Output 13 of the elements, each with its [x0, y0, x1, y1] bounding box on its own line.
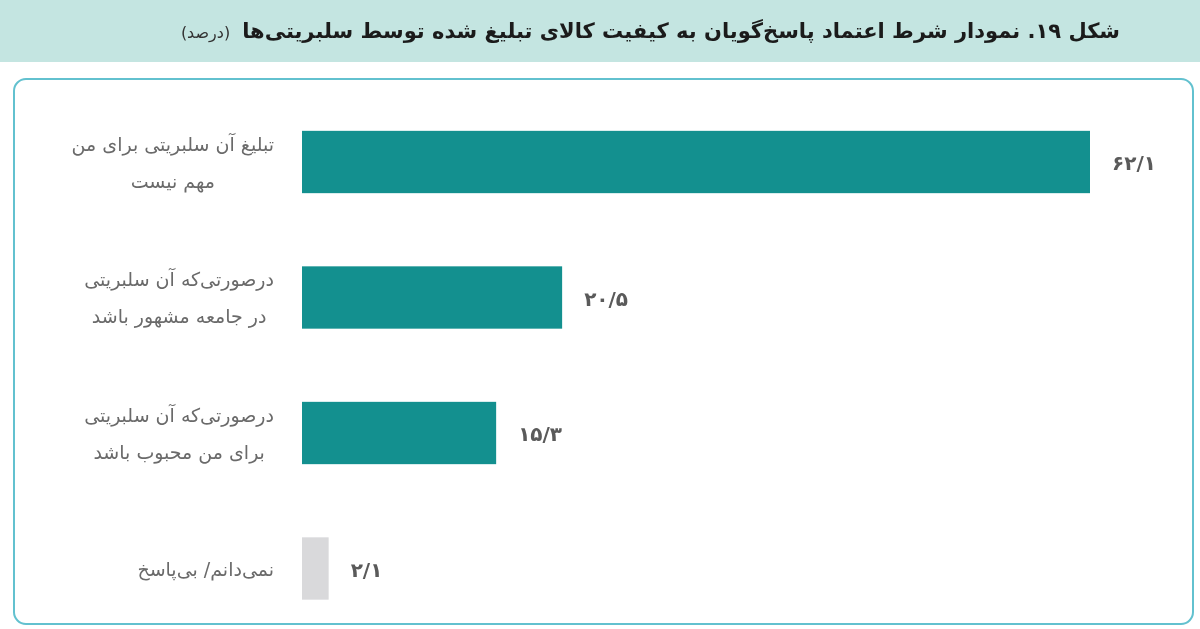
value-label: ۲۰/۵: [584, 286, 629, 311]
category-label: در جامعه مشهور باشد: [91, 305, 267, 327]
value-label: ۶۲/۱: [1112, 151, 1156, 175]
value-label: ۱۵/۳: [518, 422, 563, 446]
category-label: مهم نیست: [130, 169, 215, 192]
title: شکل ۱۹. نمودار شرط اعتماد پاسخ‌گویان به کیفیت کالای تبلیغ شده توسط سلبریتی‌ها: [242, 19, 1120, 43]
category-label: درصورتی‌که آن سلبریتی: [84, 403, 274, 426]
category-label: نمی‌دانم/ بی‌پاسخ: [137, 557, 274, 580]
category-label: درصورتی‌که آن سلبریتی: [84, 268, 274, 290]
subtitle: (درصد): [180, 22, 231, 42]
value-label: ۲/۱: [350, 557, 383, 582]
category-label: تبلیغ آن سلبریتی برای من: [71, 132, 274, 155]
category-label: برای من محبوب باشد: [93, 440, 265, 463]
